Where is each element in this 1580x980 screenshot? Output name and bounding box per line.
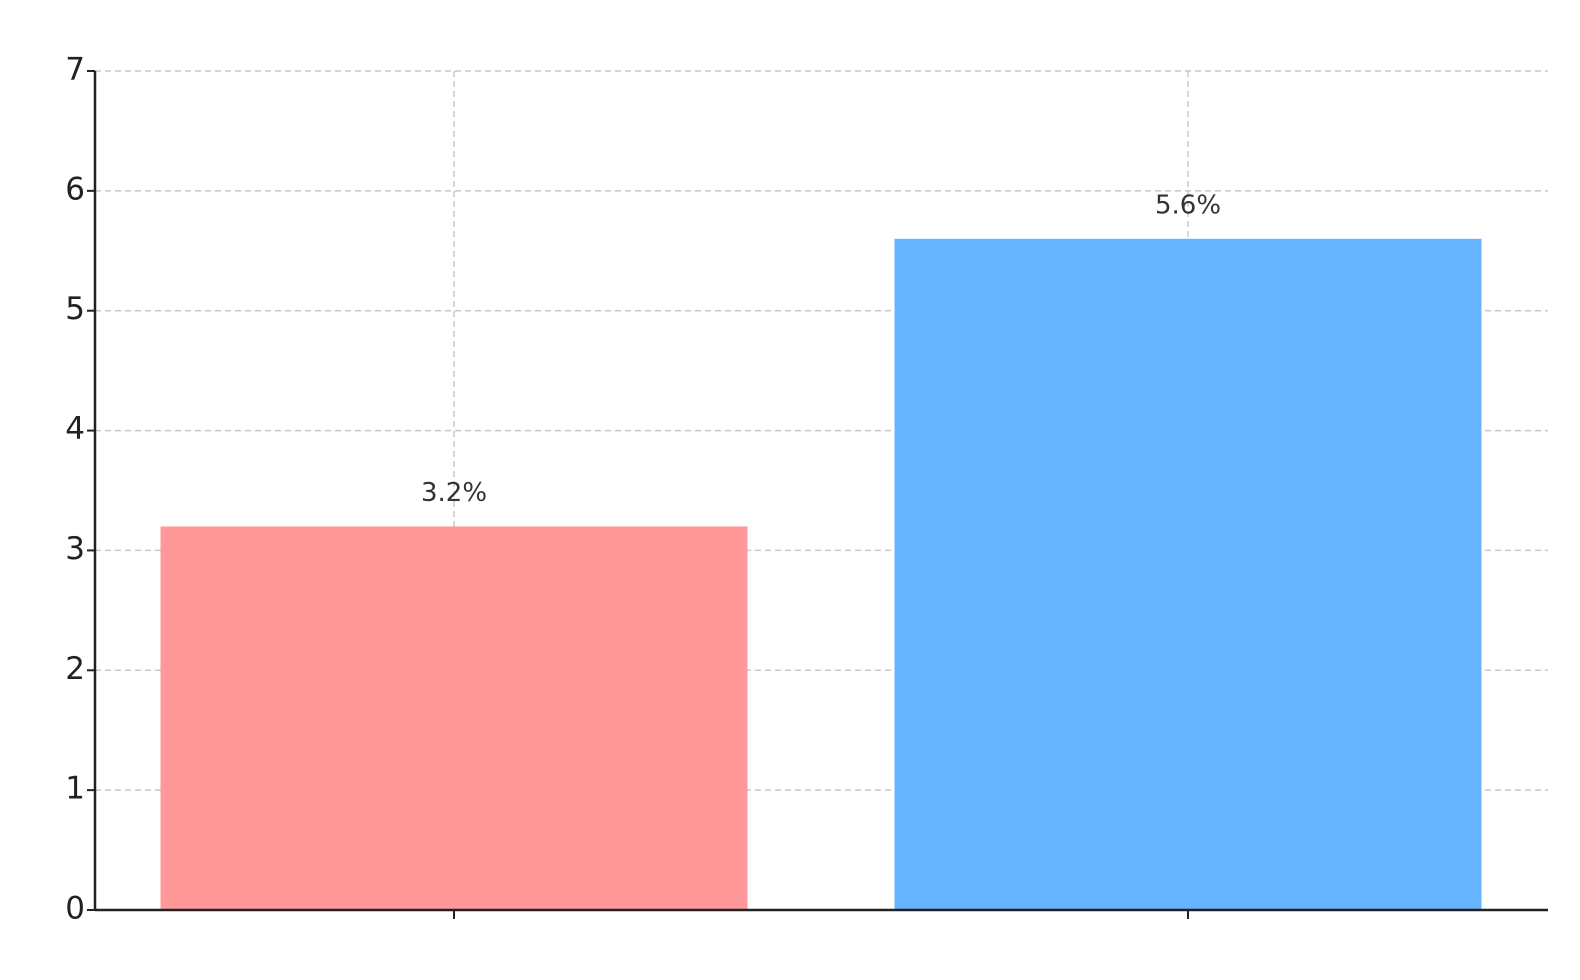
y-tick-label: 7 — [65, 52, 85, 88]
y-tick-label: 5 — [65, 291, 85, 327]
y-tick-label: 6 — [65, 171, 85, 207]
bar — [160, 526, 748, 910]
y-tick-label: 4 — [65, 411, 85, 447]
value-label: 5.6% — [1155, 190, 1221, 220]
y-tick-label: 2 — [65, 651, 85, 687]
bar — [894, 238, 1482, 911]
value-label: 3.2% — [421, 478, 487, 508]
y-tick-label: 3 — [65, 531, 85, 567]
y-tick-label: 1 — [65, 771, 85, 807]
y-tick-label: 0 — [65, 891, 85, 927]
